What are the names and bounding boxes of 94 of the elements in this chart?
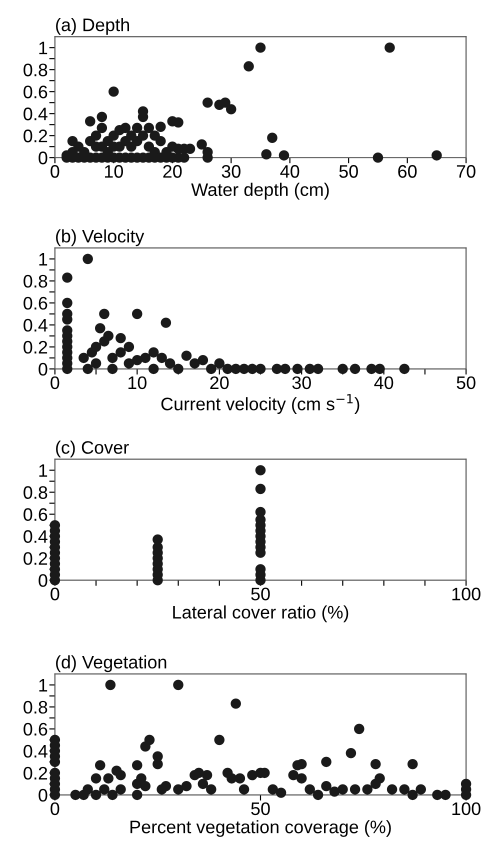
- x-tick-label: 20: [163, 165, 182, 178]
- point: [152, 534, 163, 545]
- y-tick-label: 0.4: [24, 530, 48, 543]
- point: [116, 347, 126, 358]
- point: [255, 484, 266, 494]
- point: [214, 358, 225, 369]
- y-tick-label: 0.6: [24, 508, 48, 521]
- y-tick-label: 1: [39, 253, 48, 266]
- point: [160, 318, 172, 328]
- point: [206, 364, 216, 374]
- x-tick-label: 10: [128, 376, 146, 390]
- x-tick-label: 40: [374, 376, 394, 390]
- x-tick-label: 50: [251, 588, 270, 600]
- x-axis-title: Percent vegetation coverage (%): [130, 820, 391, 837]
- x-tick-label: 100: [452, 802, 480, 816]
- point: [78, 352, 89, 364]
- point: [255, 506, 266, 518]
- x-tick-label: 30: [222, 165, 240, 178]
- y-tick-label: 0.2: [24, 130, 48, 142]
- point: [198, 354, 208, 366]
- point: [90, 358, 102, 369]
- point: [148, 347, 159, 358]
- y-tick-label: 0.6: [24, 722, 48, 736]
- x-tick-label: 0: [50, 165, 60, 178]
- x-tick-label: 70: [456, 165, 476, 178]
- x-axis-title: Water depth (cm): [191, 182, 329, 200]
- y-tick-label: 0.4: [24, 108, 48, 120]
- y-tick-label: 0.4: [24, 744, 48, 758]
- y-tick-label: 0: [38, 362, 48, 376]
- y-tick-label: 0.8: [24, 486, 48, 499]
- y-tick-label: 1: [39, 464, 48, 477]
- x-tick-label: 0: [50, 802, 60, 816]
- x-axis-title: Lateral cover ratio (%): [173, 605, 348, 622]
- x-tick-label: 40: [280, 165, 300, 178]
- point: [132, 308, 142, 320]
- point: [90, 342, 102, 352]
- point: [374, 364, 385, 374]
- chart-title: (b) Velocity: [56, 229, 144, 246]
- point: [292, 364, 303, 374]
- point: [350, 364, 360, 374]
- point: [280, 364, 290, 374]
- point: [103, 330, 114, 342]
- y-tick-label: 0: [38, 574, 48, 587]
- y-tick-label: 0.4: [24, 318, 48, 332]
- point: [124, 342, 134, 352]
- point: [140, 352, 151, 364]
- x-tick-label: 0: [50, 376, 60, 390]
- y-tick-label: 0.2: [24, 340, 48, 354]
- point: [164, 358, 176, 369]
- y-tick-label: 0.2: [24, 552, 48, 565]
- point: [148, 364, 159, 374]
- point: [399, 364, 410, 374]
- x-tick-label: 60: [398, 165, 417, 178]
- point: [94, 323, 106, 334]
- y-tick-label: 0.8: [24, 64, 48, 76]
- chart-title: (d) Vegetation: [56, 655, 166, 672]
- point: [99, 308, 110, 320]
- point: [312, 364, 324, 374]
- x-tick-label: 50: [251, 802, 270, 816]
- x-tick-label: 30: [292, 376, 311, 390]
- point: [156, 352, 167, 364]
- y-tick-label: 1: [39, 679, 48, 692]
- point: [62, 298, 72, 308]
- x-tick-label: 0: [50, 588, 60, 600]
- chart-title: (a) Depth: [56, 18, 130, 35]
- point: [190, 358, 200, 369]
- point: [124, 358, 134, 369]
- point: [173, 364, 184, 374]
- point: [107, 364, 118, 374]
- point: [338, 364, 348, 374]
- x-tick-label: 50: [456, 376, 476, 390]
- y-tick-label: 0.8: [24, 274, 48, 288]
- x-tick-label: 50: [339, 165, 358, 178]
- point: [116, 332, 126, 344]
- point: [132, 354, 142, 366]
- y-tick-label: 0.6: [24, 86, 48, 98]
- point: [82, 364, 93, 374]
- y-tick-label: 0: [38, 788, 48, 802]
- y-tick-label: 0.2: [24, 766, 48, 780]
- point: [82, 254, 93, 264]
- point: [62, 272, 72, 283]
- chart-title: (c) Cover: [56, 440, 129, 458]
- x-tick-label: 10: [104, 165, 123, 178]
- point: [181, 350, 192, 361]
- x-axis-title: Current velocity (cm s$^{−1}$): [161, 394, 360, 414]
- y-tick-label: 1: [39, 42, 48, 54]
- x-tick-label: 100: [452, 588, 480, 600]
- point: [107, 352, 118, 364]
- point: [255, 465, 266, 476]
- y-tick-label: 0.6: [24, 296, 48, 310]
- point: [255, 364, 266, 374]
- y-tick-label: 0.8: [24, 700, 48, 714]
- y-tick-label: 0: [38, 152, 48, 164]
- x-tick-label: 20: [210, 376, 229, 390]
